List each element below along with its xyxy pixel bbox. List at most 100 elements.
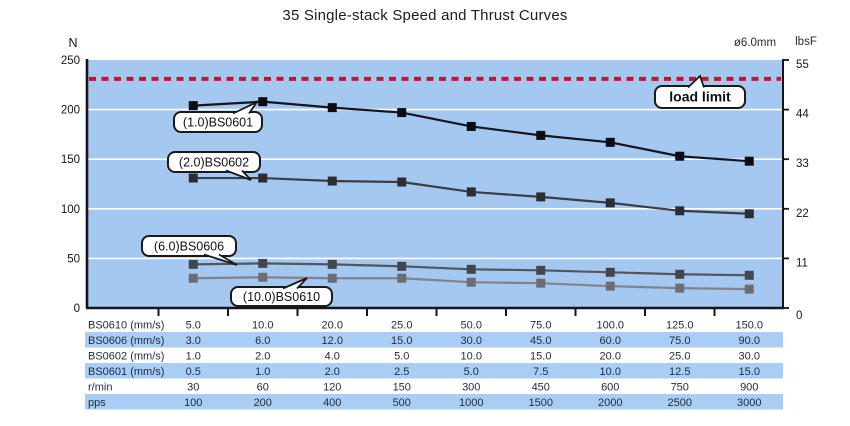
table-row-label: BS0610 (mm/s)	[88, 319, 164, 331]
table-cell: 10.0	[252, 319, 273, 331]
table-cell: 30.0	[739, 350, 760, 362]
table-cell: 10.0	[600, 366, 621, 378]
y-right-tick-label: 44	[796, 109, 809, 121]
callout-BS0610-text: (10.0)BS0610	[243, 290, 320, 304]
series-BS0602-marker	[605, 198, 615, 208]
callout-load-limit-text: load limit	[669, 89, 731, 105]
y-left-tick-label: 200	[61, 105, 80, 117]
y-left-unit-label: N	[68, 36, 77, 50]
series-BS0610-marker	[327, 273, 337, 283]
series-BS0602-marker	[744, 209, 754, 219]
series-BS0601-marker	[605, 137, 615, 147]
series-BS0606-marker	[466, 264, 476, 274]
table-cell: 450	[532, 381, 550, 393]
table-row-label: BS0606 (mm/s)	[88, 335, 164, 347]
y-left-tick-label: 150	[61, 154, 80, 166]
callout-load-limit-pointer	[687, 74, 705, 89]
table-cell: 2000	[598, 397, 622, 409]
y-right-tick-label: 33	[796, 158, 809, 170]
y-right-tick-label: 0	[796, 310, 802, 322]
series-BS0606-marker	[675, 269, 685, 279]
series-BS0606-marker	[188, 259, 198, 269]
table-cell: 400	[323, 397, 341, 409]
table-cell: 15.0	[391, 335, 412, 347]
series-BS0601-marker	[258, 97, 268, 107]
series-BS0606-marker	[605, 267, 615, 277]
table-cell: 150.0	[735, 319, 763, 331]
y-right-unit-label: lbsF	[795, 36, 817, 48]
series-BS0606-marker	[744, 270, 754, 280]
series-BS0601-marker	[327, 103, 337, 113]
table-cell: 100.0	[596, 319, 624, 331]
table-cell: 200	[254, 397, 272, 409]
table-cell: 3.0	[186, 335, 201, 347]
callout-BS0601-box	[173, 111, 263, 133]
table-cell: 20.0	[322, 319, 343, 331]
y-left-tick-label: 0	[74, 303, 80, 315]
series-BS0602-marker	[675, 206, 685, 216]
series-BS0610-marker	[397, 273, 407, 283]
series-BS0602-marker	[327, 176, 337, 186]
series-BS0610-marker	[605, 281, 615, 291]
table-cell: 100	[184, 397, 202, 409]
table-cell: 5.0	[186, 319, 201, 331]
series-BS0602-marker	[466, 187, 476, 197]
table-cell: 30.0	[461, 335, 482, 347]
callout-BS0610-pointer	[282, 277, 308, 290]
callout-BS0602-text: (2.0)BS0602	[179, 156, 249, 170]
series-BS0610-marker	[188, 273, 198, 283]
table-cell: 75.0	[530, 319, 551, 331]
series-BS0601-marker	[744, 156, 754, 166]
series-BS0601-marker	[466, 121, 476, 131]
table-cell: 2.0	[325, 366, 340, 378]
callout-BS0606-pointer	[203, 253, 238, 266]
table-row-band	[85, 363, 783, 379]
series-BS0601-marker	[536, 130, 546, 140]
series-BS0610-marker	[258, 272, 268, 282]
series-BS0610-marker	[675, 283, 685, 293]
series-BS0610-marker	[744, 284, 754, 294]
table-cell: 15.0	[530, 350, 551, 362]
series-BS0601-marker	[397, 108, 407, 118]
table-cell: 25.0	[669, 350, 690, 362]
table-cell: 15.0	[739, 366, 760, 378]
callout-BS0606-box	[141, 235, 237, 257]
table-cell: 4.0	[325, 350, 340, 362]
series-BS0610-marker	[536, 278, 546, 288]
table-cell: 7.5	[533, 366, 548, 378]
y-left-tick-label: 50	[67, 253, 80, 265]
table-cell: 2.5	[394, 366, 409, 378]
table-cell: 75.0	[669, 335, 690, 347]
table-cell: 3000	[737, 397, 761, 409]
table-cell: 2.0	[255, 350, 270, 362]
shaft-diameter-label: ø6.0mm	[734, 37, 776, 49]
table-cell: 150	[393, 381, 411, 393]
callout-BS0601-text: (1.0)BS0601	[183, 116, 253, 130]
y-right-tick-label: 55	[796, 59, 809, 71]
series-BS0602-marker	[188, 173, 198, 183]
series-BS0601-marker	[675, 151, 685, 161]
table-cell: 5.0	[394, 350, 409, 362]
table-row-label: BS0601 (mm/s)	[88, 366, 164, 378]
table-cell: 10.0	[461, 350, 482, 362]
table-cell: 90.0	[739, 335, 760, 347]
table-cell: 1.0	[186, 350, 201, 362]
table-cell: 12.0	[322, 335, 343, 347]
series-BS0610-marker	[466, 277, 476, 287]
table-cell: 30	[187, 381, 199, 393]
y-right-tick-label: 22	[796, 208, 809, 220]
table-cell: 1000	[459, 397, 483, 409]
callout-BS0606-text: (6.0)BS0606	[154, 240, 224, 254]
series-BS0602-marker	[536, 192, 546, 202]
series-BS0606-marker	[536, 265, 546, 275]
series-BS0602-marker	[397, 177, 407, 187]
table-cell: 6.0	[255, 335, 270, 347]
series-BS0606-marker	[397, 261, 407, 271]
y-left-tick-label: 100	[61, 204, 80, 216]
table-cell: 125.0	[666, 319, 694, 331]
table-cell: 120	[323, 381, 341, 393]
table-cell: 45.0	[530, 335, 551, 347]
table-row-label: pps	[88, 397, 106, 409]
table-cell: 60.0	[600, 335, 621, 347]
